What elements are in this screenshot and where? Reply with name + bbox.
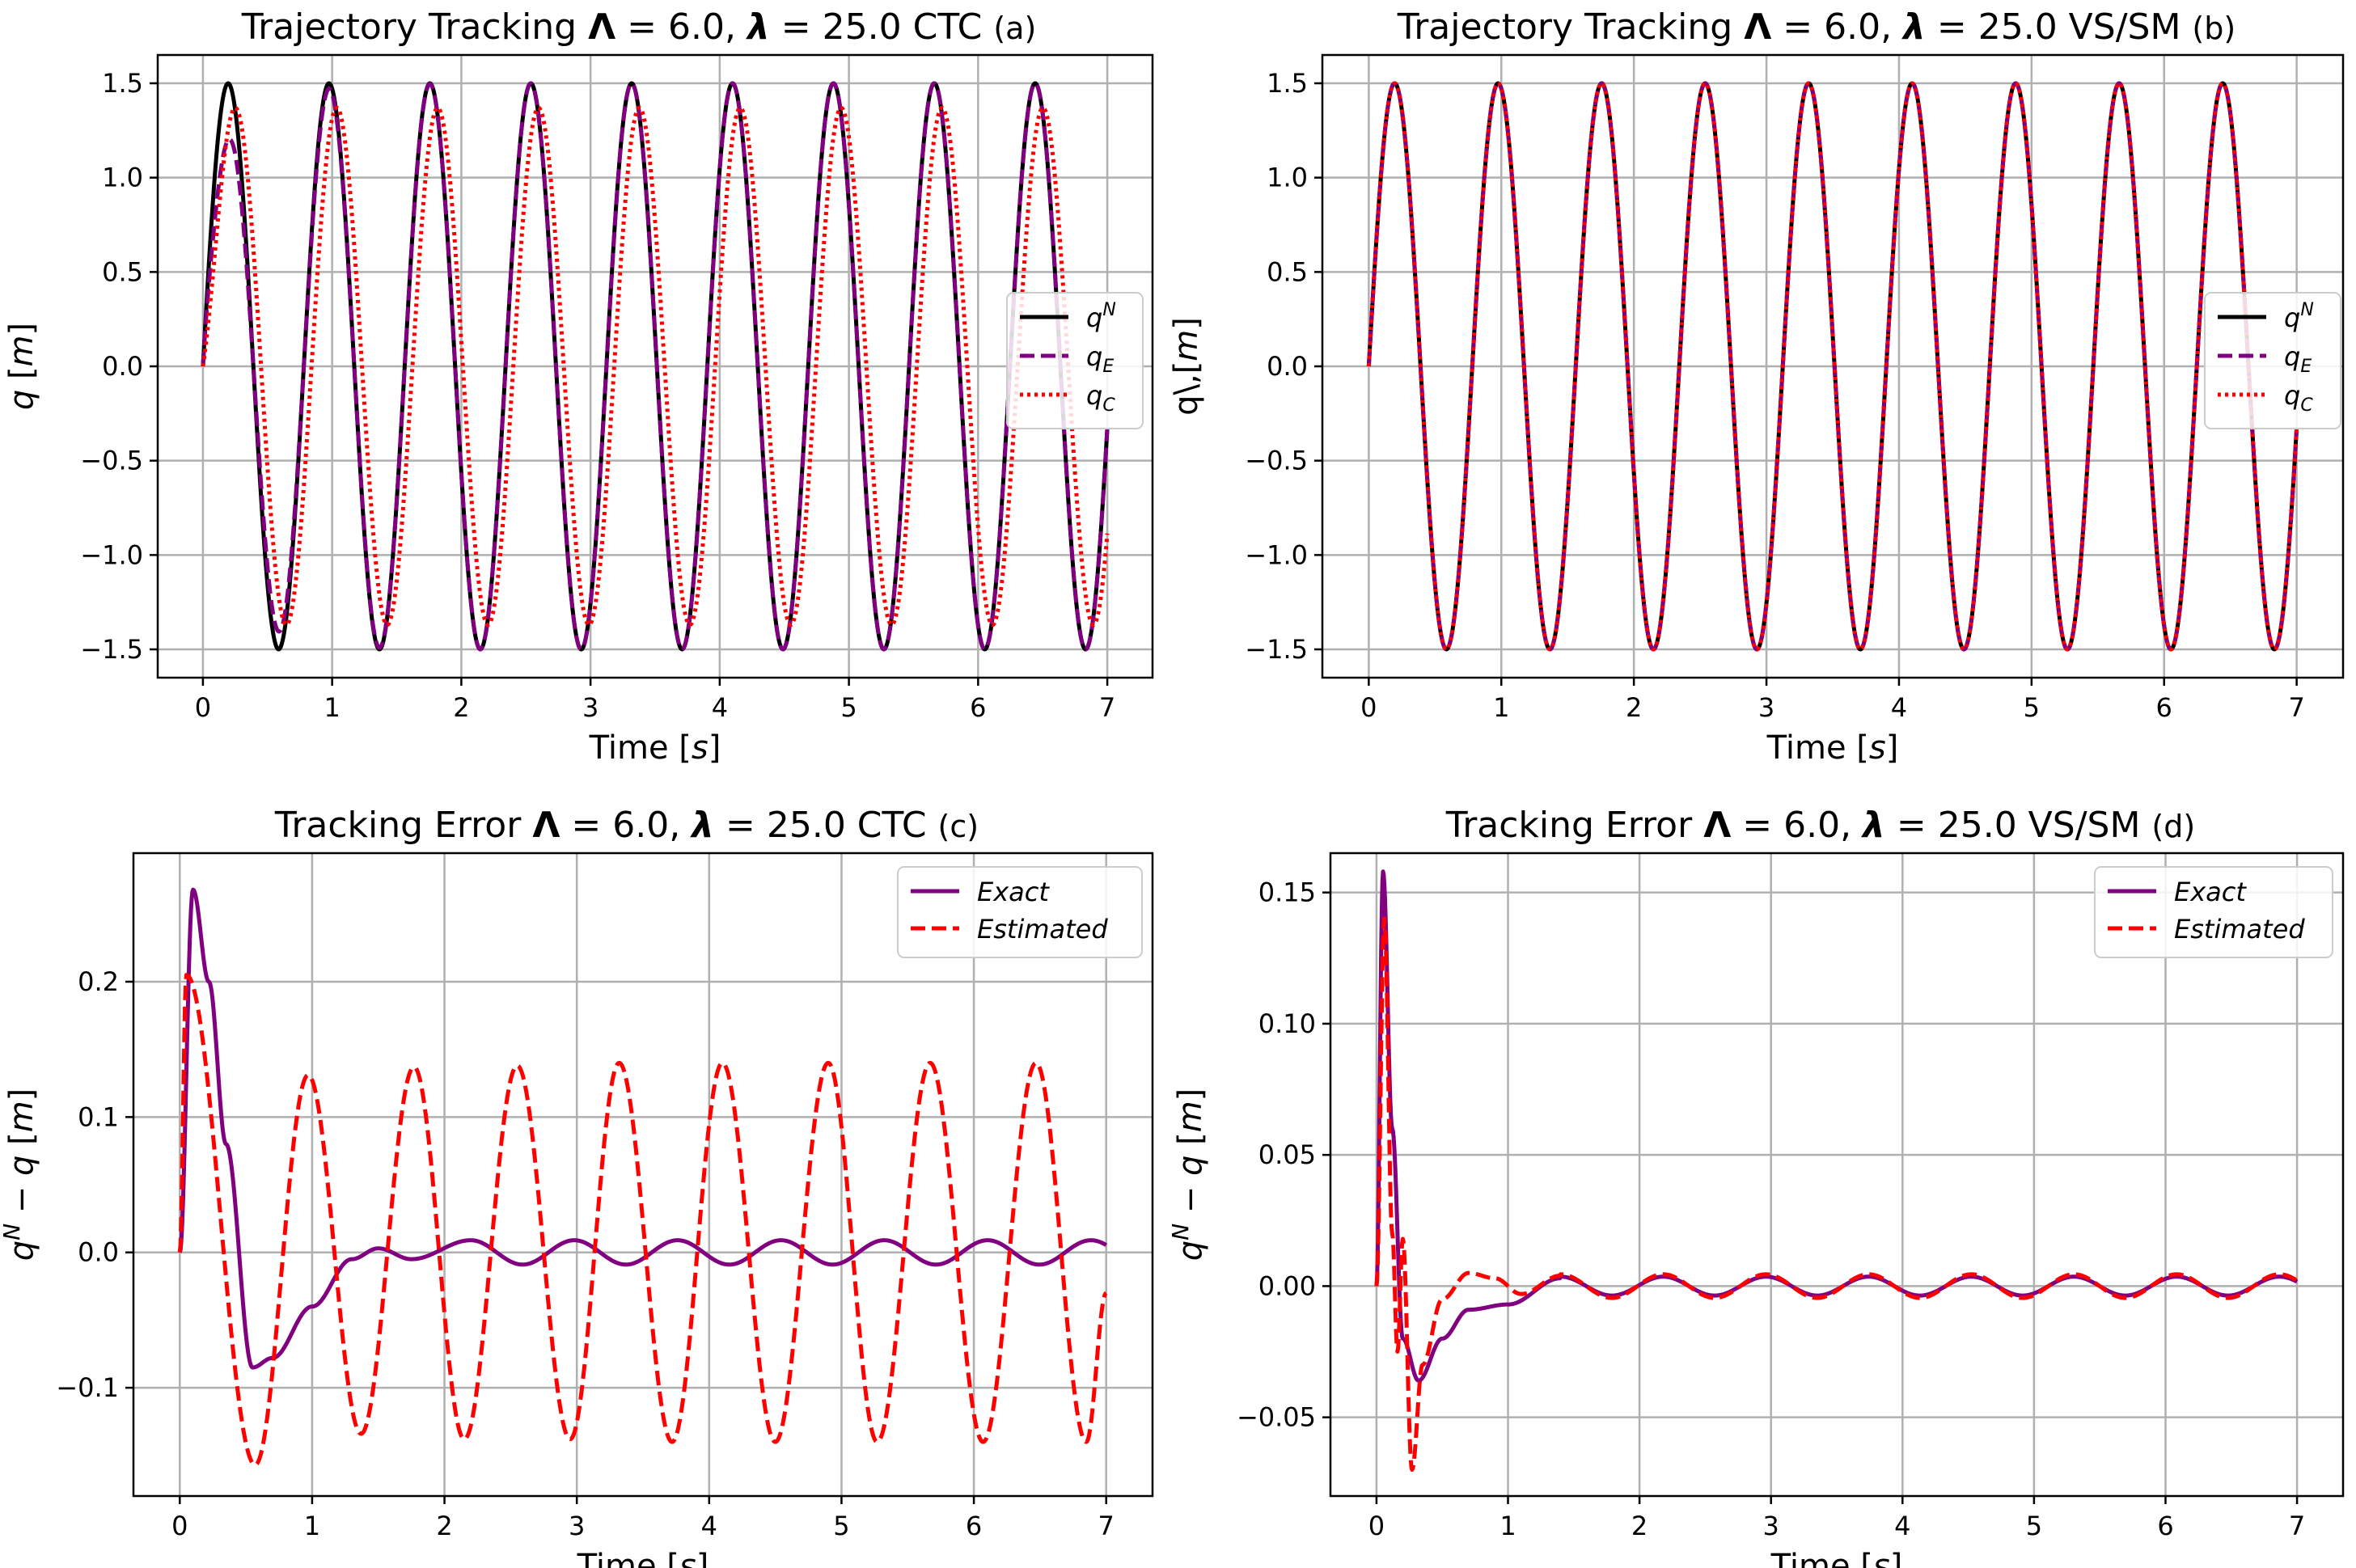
y-tick-label: −1.0 bbox=[1245, 539, 1308, 570]
y-tick-label: −1.0 bbox=[80, 539, 143, 570]
x-tick-label: 3 bbox=[582, 692, 599, 723]
legend-label: Exact bbox=[977, 877, 1050, 907]
y-tick-label: 1.5 bbox=[102, 68, 143, 99]
x-tick-label: 0 bbox=[195, 692, 211, 723]
x-tick-label: 7 bbox=[2289, 1511, 2305, 1541]
x-tick-label: 1 bbox=[304, 1511, 320, 1541]
legend: Exact Estimated bbox=[2094, 866, 2333, 958]
x-tick-label: 2 bbox=[436, 1511, 452, 1541]
x-tick-label: 0 bbox=[1368, 1511, 1385, 1541]
legend-label: qC bbox=[2284, 380, 2313, 416]
y-tick-label: 0.0 bbox=[1267, 351, 1308, 382]
x-tick-label: 6 bbox=[2156, 692, 2172, 723]
legend-label: Estimated bbox=[2174, 914, 2305, 945]
y-tick-label: −1.5 bbox=[80, 634, 143, 665]
x-tick-label: 5 bbox=[833, 1511, 849, 1541]
y-tick-label: 0.05 bbox=[1258, 1139, 1316, 1170]
chart-panel-b: 0 1 2 3 4 5 6 7 −1.5 −1.0 −0.5 0.0 0.5 1.0 1.5 Trajecto… bbox=[1168, 6, 2345, 767]
x-tick-label: 7 bbox=[1098, 1511, 1115, 1541]
y-tick-label: 1.5 bbox=[1267, 68, 1308, 99]
x-tick-label: 2 bbox=[453, 692, 469, 723]
series-line-Exact bbox=[177, 887, 1108, 1370]
chart-title: Trajectory Tracking Λ = 6.0, λ = 25.0 VS… bbox=[1397, 6, 2235, 48]
x-tick-label: 6 bbox=[966, 1511, 982, 1541]
y-axis-label: q\,[m] bbox=[1168, 317, 1205, 416]
x-tick-label: 4 bbox=[712, 692, 728, 723]
y-tick-label: −0.5 bbox=[80, 446, 143, 476]
series-line-Estimated bbox=[177, 973, 1108, 1468]
x-tick-label: 3 bbox=[1763, 1511, 1779, 1541]
y-tick-label: 0.15 bbox=[1258, 877, 1316, 908]
x-tick-label: 4 bbox=[1894, 1511, 1910, 1541]
legend-label: Estimated bbox=[977, 914, 1108, 945]
x-tick-label: 1 bbox=[1493, 692, 1509, 723]
y-tick-label: 0.5 bbox=[102, 256, 143, 287]
x-tick-label: 3 bbox=[569, 1511, 585, 1541]
axes-frame bbox=[1329, 852, 2345, 1498]
x-tick-label: 4 bbox=[701, 1511, 717, 1541]
y-tick-label: −0.5 bbox=[1245, 446, 1308, 476]
x-axis-label: Time [s] bbox=[589, 729, 721, 767]
chart-panel-d: 0 1 2 3 4 5 6 7 −0.05 0.00 0.05 0.10 0.15 Tracking Er… bbox=[1167, 805, 2345, 1568]
x-tick-label: 2 bbox=[1626, 692, 1642, 723]
chart-title: Tracking Error Λ = 6.0, λ = 25.0 CTC (c) bbox=[274, 805, 979, 846]
series-line-Estimated bbox=[1374, 916, 2299, 1473]
y-tick-label: 0.10 bbox=[1258, 1008, 1316, 1039]
x-tick-label: 1 bbox=[1499, 1511, 1516, 1541]
y-tick-label: 0.1 bbox=[78, 1101, 119, 1132]
x-tick-label: 5 bbox=[2024, 692, 2040, 723]
series-line-qE bbox=[201, 81, 1110, 652]
y-tick-label: 0.2 bbox=[78, 966, 119, 997]
legend-label: qE bbox=[1086, 341, 1114, 377]
x-tick-label: 5 bbox=[840, 692, 857, 723]
y-tick-label: −0.1 bbox=[56, 1372, 119, 1403]
x-tick-label: 0 bbox=[171, 1511, 188, 1541]
y-tick-label: 0.00 bbox=[1258, 1270, 1316, 1301]
x-axis-label: Time [s] bbox=[1770, 1548, 1903, 1568]
x-tick-label: 3 bbox=[1758, 692, 1774, 723]
y-tick-label: 1.0 bbox=[1267, 163, 1308, 193]
x-axis-label: Time [s] bbox=[577, 1548, 709, 1568]
y-tick-label: −0.05 bbox=[1237, 1402, 1316, 1433]
legend-label: qN bbox=[2284, 300, 2314, 333]
y-tick-label: −1.5 bbox=[1245, 634, 1308, 665]
y-tick-label: 0.0 bbox=[102, 351, 143, 382]
legend-label: Exact bbox=[2174, 877, 2247, 907]
x-tick-label: 7 bbox=[1099, 692, 1115, 723]
x-tick-label: 4 bbox=[1891, 692, 1907, 723]
legend: Exact Estimated bbox=[897, 866, 1143, 958]
y-tick-label: 0.0 bbox=[78, 1237, 119, 1268]
x-axis-label: Time [s] bbox=[1766, 729, 1899, 767]
x-tick-label: 6 bbox=[2157, 1511, 2173, 1541]
chart-panel-c: 0 1 2 3 4 5 6 7 −0.1 0.0 0.1 0.2 Tracking Error Λ = … bbox=[0, 805, 1154, 1568]
chart-title: Trajectory Tracking Λ = 6.0, λ = 25.0 CT… bbox=[241, 6, 1037, 48]
series-line-qC bbox=[1366, 81, 2299, 652]
y-axis-label: qN − q [m] bbox=[1167, 1088, 1209, 1262]
legend-label: qE bbox=[2284, 341, 2312, 377]
x-tick-label: 7 bbox=[2288, 692, 2304, 723]
x-tick-label: 2 bbox=[1631, 1511, 1648, 1541]
legend-label: qC bbox=[1086, 380, 1115, 416]
axes-frame bbox=[132, 852, 1154, 1498]
y-axis-label: qN − q [m] bbox=[0, 1088, 40, 1262]
series-line-qC bbox=[201, 105, 1110, 628]
chart-panel-a: 0 1 2 3 4 5 6 7 −1.5 −1.0 −0.5 0.0 0.5 1.0 1.5 Trajecto… bbox=[3, 6, 1154, 767]
chart-title: Tracking Error Λ = 6.0, λ = 25.0 VS/SM (… bbox=[1445, 805, 2195, 846]
x-tick-label: 1 bbox=[324, 692, 340, 723]
series-line-qE bbox=[1366, 81, 2299, 652]
y-tick-label: 0.5 bbox=[1267, 256, 1308, 287]
x-tick-label: 0 bbox=[1360, 692, 1377, 723]
x-tick-label: 6 bbox=[970, 692, 986, 723]
y-axis-label: q [m] bbox=[3, 323, 40, 410]
x-tick-label: 5 bbox=[2026, 1511, 2042, 1541]
y-tick-label: 1.0 bbox=[102, 163, 143, 193]
legend-label: qN bbox=[1086, 300, 1116, 333]
